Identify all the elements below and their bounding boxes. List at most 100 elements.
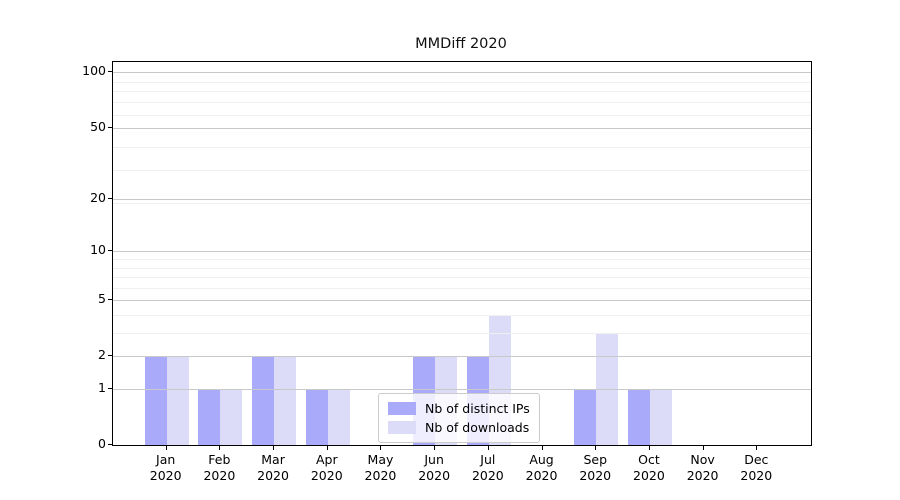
y-tick-label: 0	[98, 436, 106, 451]
x-tick-year: 2020	[257, 468, 289, 483]
y-tick-mark	[108, 126, 112, 128]
y-tick-mark	[108, 299, 112, 301]
y-tick-mark	[108, 444, 112, 445]
minor-gridline	[113, 333, 811, 335]
minor-gridline	[113, 203, 811, 205]
bar-feb-ips	[198, 389, 221, 445]
minor-gridline	[113, 259, 811, 261]
x-tick-mark	[273, 446, 275, 450]
x-tick-label: May 2020	[348, 452, 412, 484]
x-tick-label: Dec 2020	[724, 452, 788, 484]
bar-mar-ips	[252, 356, 275, 445]
y-tick-label: 100	[82, 63, 106, 79]
minor-gridline	[113, 315, 811, 317]
legend-label-distinct-ips: Nb of distinct IPs	[425, 401, 530, 416]
minor-gridline	[113, 267, 811, 269]
x-tick-year: 2020	[686, 468, 719, 483]
bar-jan-downloads	[166, 356, 189, 445]
legend-swatch-downloads	[388, 421, 416, 434]
major-gridline	[113, 127, 811, 129]
x-tick-label: Nov 2020	[671, 452, 735, 484]
x-tick-year: 2020	[579, 468, 612, 483]
minor-gridline	[113, 91, 811, 93]
minor-gridline	[113, 277, 811, 279]
x-tick-year: 2020	[471, 468, 504, 483]
bar-mar-downloads	[274, 356, 297, 445]
minor-gridline	[113, 114, 811, 116]
x-tick-month: Nov	[690, 452, 715, 467]
x-tick-year: 2020	[149, 468, 182, 483]
x-tick-label: Jun 2020	[402, 452, 466, 484]
bar-feb-downloads	[220, 389, 243, 445]
minor-gridline	[113, 287, 811, 289]
x-tick-mark	[219, 446, 221, 450]
x-tick-month: Jun	[424, 452, 444, 467]
x-tick-month: Dec	[744, 452, 769, 467]
legend-swatch-distinct-ips	[388, 402, 416, 415]
x-tick-mark	[326, 446, 328, 450]
y-tick-label: 50	[90, 118, 106, 134]
bar-oct-downloads	[649, 389, 672, 445]
legend-label-downloads: Nb of downloads	[425, 420, 530, 435]
major-gridline	[113, 300, 811, 302]
x-tick-mark	[648, 446, 650, 450]
y-tick-mark	[108, 250, 112, 252]
y-tick-mark	[108, 355, 112, 357]
minor-gridline	[113, 81, 811, 83]
bar-oct-ips	[627, 389, 650, 445]
x-tick-month: Aug	[529, 452, 554, 467]
y-tick-mark	[108, 388, 112, 390]
x-tick-label: Aug 2020	[510, 452, 574, 484]
x-tick-year: 2020	[633, 468, 665, 483]
legend-item-downloads: Nb of downloads	[388, 418, 530, 437]
x-tick-year: 2020	[418, 468, 451, 483]
x-tick-mark	[434, 446, 436, 450]
x-tick-year: 2020	[525, 468, 558, 483]
minor-gridline	[113, 147, 811, 149]
x-tick-month: May	[367, 452, 394, 467]
x-tick-label: Apr 2020	[295, 452, 359, 484]
x-tick-label: Oct 2020	[617, 452, 681, 484]
plot-area: Nb of distinct IPs Nb of downloads	[112, 61, 812, 446]
x-tick-label: Sep 2020	[563, 452, 627, 484]
y-tick-label: 2	[98, 347, 106, 363]
major-gridline	[113, 72, 811, 74]
x-tick-label: Jul 2020	[456, 452, 520, 484]
x-tick-month: Oct	[638, 452, 660, 467]
x-tick-mark	[541, 446, 543, 450]
x-tick-month: Jan	[156, 452, 176, 467]
bar-sep-ips	[574, 389, 597, 445]
bar-sep-downloads	[596, 333, 619, 445]
x-tick-mark	[702, 446, 704, 450]
x-tick-year: 2020	[364, 468, 397, 483]
bar-apr-downloads	[327, 389, 350, 445]
x-tick-month: Mar	[261, 452, 285, 467]
legend: Nb of distinct IPs Nb of downloads	[378, 393, 540, 443]
major-gridline	[113, 251, 811, 253]
x-tick-label: Mar 2020	[241, 452, 305, 484]
y-tick-label: 20	[90, 190, 106, 206]
x-tick-label: Feb 2020	[187, 452, 251, 484]
major-gridline	[113, 389, 811, 391]
y-tick-label: 1	[98, 380, 106, 396]
x-tick-mark	[595, 446, 597, 450]
x-tick-label: Jan 2020	[134, 452, 198, 484]
y-tick-label: 10	[90, 242, 106, 258]
x-tick-month: Apr	[315, 452, 338, 467]
minor-gridline	[113, 170, 811, 172]
major-gridline	[113, 199, 811, 201]
x-tick-year: 2020	[310, 468, 343, 483]
x-tick-year: 2020	[740, 468, 773, 483]
y-tick-mark	[108, 71, 112, 73]
x-tick-mark	[165, 446, 167, 450]
bar-jan-ips	[144, 356, 167, 445]
gridlines-layer	[113, 62, 811, 445]
x-tick-mark	[756, 446, 758, 450]
major-gridline	[113, 356, 811, 358]
x-tick-mark	[380, 446, 382, 450]
legend-item-distinct-ips: Nb of distinct IPs	[388, 399, 530, 418]
minor-gridline	[113, 102, 811, 104]
x-tick-month: Sep	[583, 452, 607, 467]
x-tick-month: Jul	[480, 452, 496, 467]
